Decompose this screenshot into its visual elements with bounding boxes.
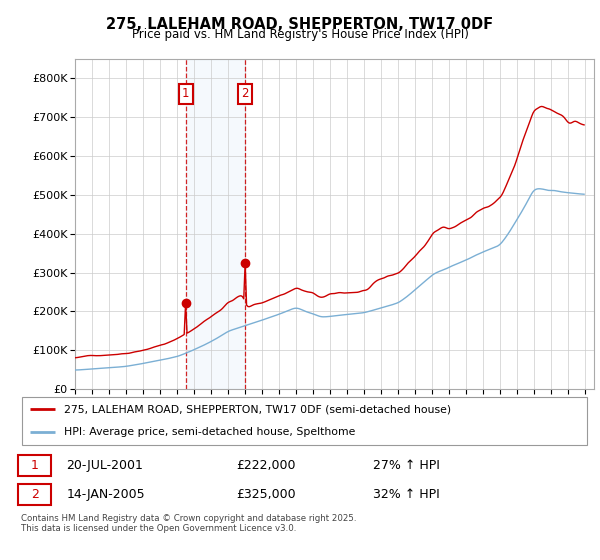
FancyBboxPatch shape: [18, 484, 51, 505]
Text: £325,000: £325,000: [236, 488, 296, 501]
Text: 27% ↑ HPI: 27% ↑ HPI: [373, 459, 439, 472]
Text: 2: 2: [241, 87, 249, 100]
Text: HPI: Average price, semi-detached house, Spelthome: HPI: Average price, semi-detached house,…: [64, 427, 355, 437]
FancyBboxPatch shape: [18, 455, 51, 476]
Text: 2: 2: [31, 488, 38, 501]
Text: £222,000: £222,000: [236, 459, 296, 472]
Text: Contains HM Land Registry data © Crown copyright and database right 2025.
This d: Contains HM Land Registry data © Crown c…: [21, 514, 356, 534]
Text: 14-JAN-2005: 14-JAN-2005: [67, 488, 145, 501]
Text: 1: 1: [182, 87, 190, 100]
Text: 1: 1: [31, 459, 38, 472]
Text: 20-JUL-2001: 20-JUL-2001: [67, 459, 143, 472]
Bar: [185, 59, 245, 389]
Text: 32% ↑ HPI: 32% ↑ HPI: [373, 488, 439, 501]
Text: 275, LALEHAM ROAD, SHEPPERTON, TW17 0DF (semi-detached house): 275, LALEHAM ROAD, SHEPPERTON, TW17 0DF …: [64, 404, 451, 414]
FancyBboxPatch shape: [22, 397, 587, 445]
Text: 275, LALEHAM ROAD, SHEPPERTON, TW17 0DF: 275, LALEHAM ROAD, SHEPPERTON, TW17 0DF: [106, 17, 494, 32]
Text: Price paid vs. HM Land Registry's House Price Index (HPI): Price paid vs. HM Land Registry's House …: [131, 28, 469, 41]
